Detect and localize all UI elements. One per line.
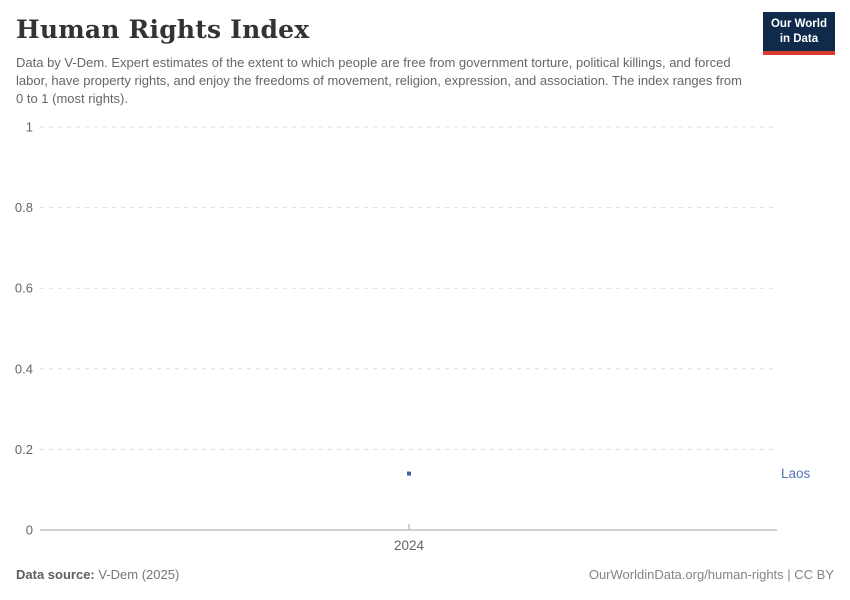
data-source-label: Data source: xyxy=(16,567,95,582)
chart-subtitle: Data by V-Dem. Expert estimates of the e… xyxy=(16,54,742,106)
page-title: Human Rights Index xyxy=(16,15,310,44)
y-tick-label: 0 xyxy=(26,523,33,538)
entity-label-laos[interactable]: Laos xyxy=(781,466,811,481)
y-tick-label: 0.2 xyxy=(15,442,33,457)
owid-logo-line2: in Data xyxy=(779,32,819,45)
y-tick-label: 0.6 xyxy=(15,281,33,296)
chart-footer: Data source: V-Dem (2025) OurWorldinData… xyxy=(0,567,850,582)
x-tick-label: 2024 xyxy=(394,538,425,553)
data-point-laos[interactable] xyxy=(407,471,411,476)
credit-link[interactable]: OurWorldinData.org/human-rights | CC BY xyxy=(588,567,834,582)
y-tick-label: 1 xyxy=(26,120,33,135)
owid-logo-line1: Our World xyxy=(770,18,827,30)
data-source-value: V-Dem (2025) xyxy=(98,567,180,582)
data-source: Data source: V-Dem (2025) xyxy=(16,567,179,582)
chart-header: Human Rights Index Our World in Data Dat… xyxy=(0,0,850,108)
y-tick-label: 0.4 xyxy=(15,361,33,376)
y-tick-label: 0.8 xyxy=(15,200,33,215)
owid-logo[interactable]: Our World in Data xyxy=(762,12,835,55)
